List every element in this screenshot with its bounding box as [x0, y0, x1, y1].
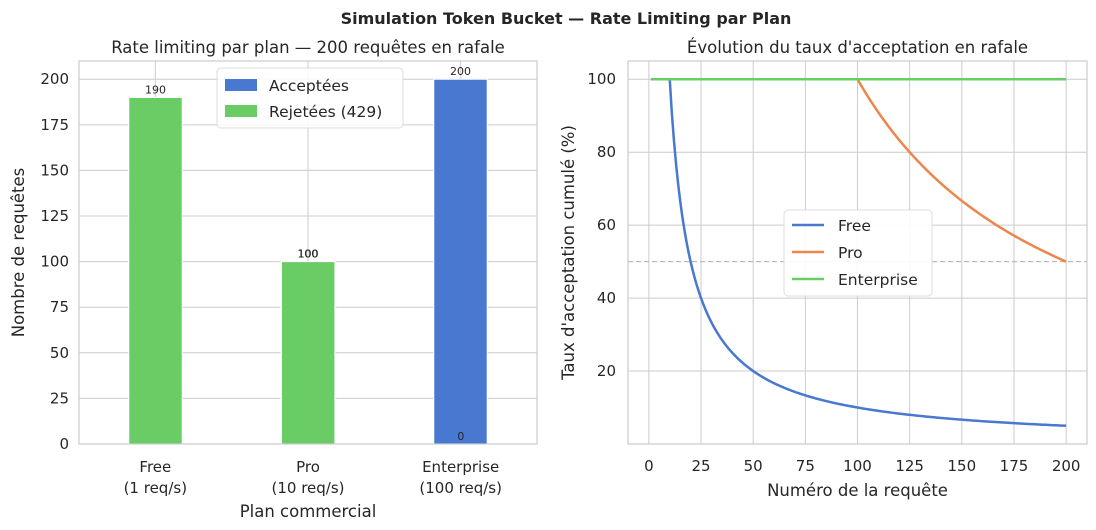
line-x-tick-label: 100: [843, 457, 872, 475]
bar-data-label: 100: [297, 248, 318, 261]
bar-y-tick-label: 175: [40, 116, 69, 134]
bar-x-axis-label: Plan commercial: [240, 502, 377, 521]
line-series-free: [650, 77, 1067, 428]
bar-chart-plan: 1010020019010000255075100125150175200Fre…: [9, 38, 538, 521]
bar-y-tick-label: 150: [40, 161, 69, 179]
bar-chart-title: Rate limiting par plan — 200 requêtes en…: [111, 38, 505, 57]
line-y-axis-label: Taux d'acceptation cumulé (%): [559, 125, 578, 381]
bar-y-tick-label: 0: [59, 435, 69, 453]
bar-y-tick-label: 25: [50, 389, 69, 407]
bar-legend-swatch: [225, 79, 257, 91]
bar-y-tick-label: 75: [50, 298, 69, 316]
line-x-tick-label: 150: [947, 457, 976, 475]
line-y-tick-label: 80: [597, 143, 616, 161]
bar-data-label: 100: [298, 248, 319, 261]
line-legend-label: Pro: [838, 244, 863, 262]
line-legend-box: [783, 209, 933, 297]
bar-rejet-es-429--1: [280, 261, 336, 445]
line-x-tick-label: 25: [691, 457, 710, 475]
line-y-tick-label: 60: [597, 216, 616, 234]
line-x-tick-label: 75: [796, 457, 815, 475]
line-x-tick-label: 50: [744, 457, 763, 475]
bar-x-tick-sublabel: (100 req/s): [419, 479, 502, 497]
line-legend-label: Free: [838, 217, 871, 235]
bar-legend-label: Acceptées: [269, 77, 349, 95]
bar-x-tick-sublabel: (10 req/s): [271, 479, 344, 497]
bar-data-label: 0: [457, 430, 464, 443]
line-y-tick-label: 100: [587, 70, 616, 88]
bar-y-tick-label: 125: [40, 207, 69, 225]
line-x-axis-label: Numéro de la requête: [767, 481, 948, 500]
line-chart-title: Évolution du taux d'acceptation en rafal…: [687, 38, 1028, 57]
bar-data-label: 200: [450, 65, 471, 78]
bar-x-tick-label: Pro: [296, 458, 320, 476]
line-x-tick-label: 125: [895, 457, 924, 475]
bar-y-axis-label: Nombre de requêtes: [9, 168, 28, 338]
bar-legend-label: Rejetées (429): [269, 103, 382, 121]
bar-accept-es-2: [433, 78, 488, 445]
bar-y-tick-label: 100: [40, 253, 69, 271]
line-y-tick-label: 20: [597, 362, 616, 380]
line-legend-label: Enterprise: [838, 271, 918, 289]
figure-suptitle: Simulation Token Bucket — Rate Limiting …: [341, 9, 792, 28]
line-x-tick-label: 200: [1052, 457, 1081, 475]
bar-data-label: 190: [145, 83, 166, 96]
line-chart-acceptance: 20 40 60 80 100 0 25 50 75 100 125 150 175 200 Évoluti…: [559, 38, 1088, 500]
bar-y-tick-label: 50: [50, 344, 69, 362]
bar-legend-box: [216, 67, 404, 129]
bar-x-tick-label: Free: [139, 458, 171, 476]
line-axes-frame: [627, 60, 1088, 445]
bar-axes-frame: [78, 60, 538, 445]
bar-rejet-es-429--0: [128, 96, 183, 445]
bar-x-tick-sublabel: (1 req/s): [124, 479, 187, 497]
bar-x-tick-label: Enterprise: [422, 458, 499, 476]
bar-legend-swatch: [225, 105, 257, 117]
line-y-tick-label: 40: [597, 289, 616, 307]
line-x-tick-label: 175: [1000, 457, 1029, 475]
line-x-tick-label: 0: [644, 457, 654, 475]
bar-y-tick-label: 200: [40, 70, 69, 88]
